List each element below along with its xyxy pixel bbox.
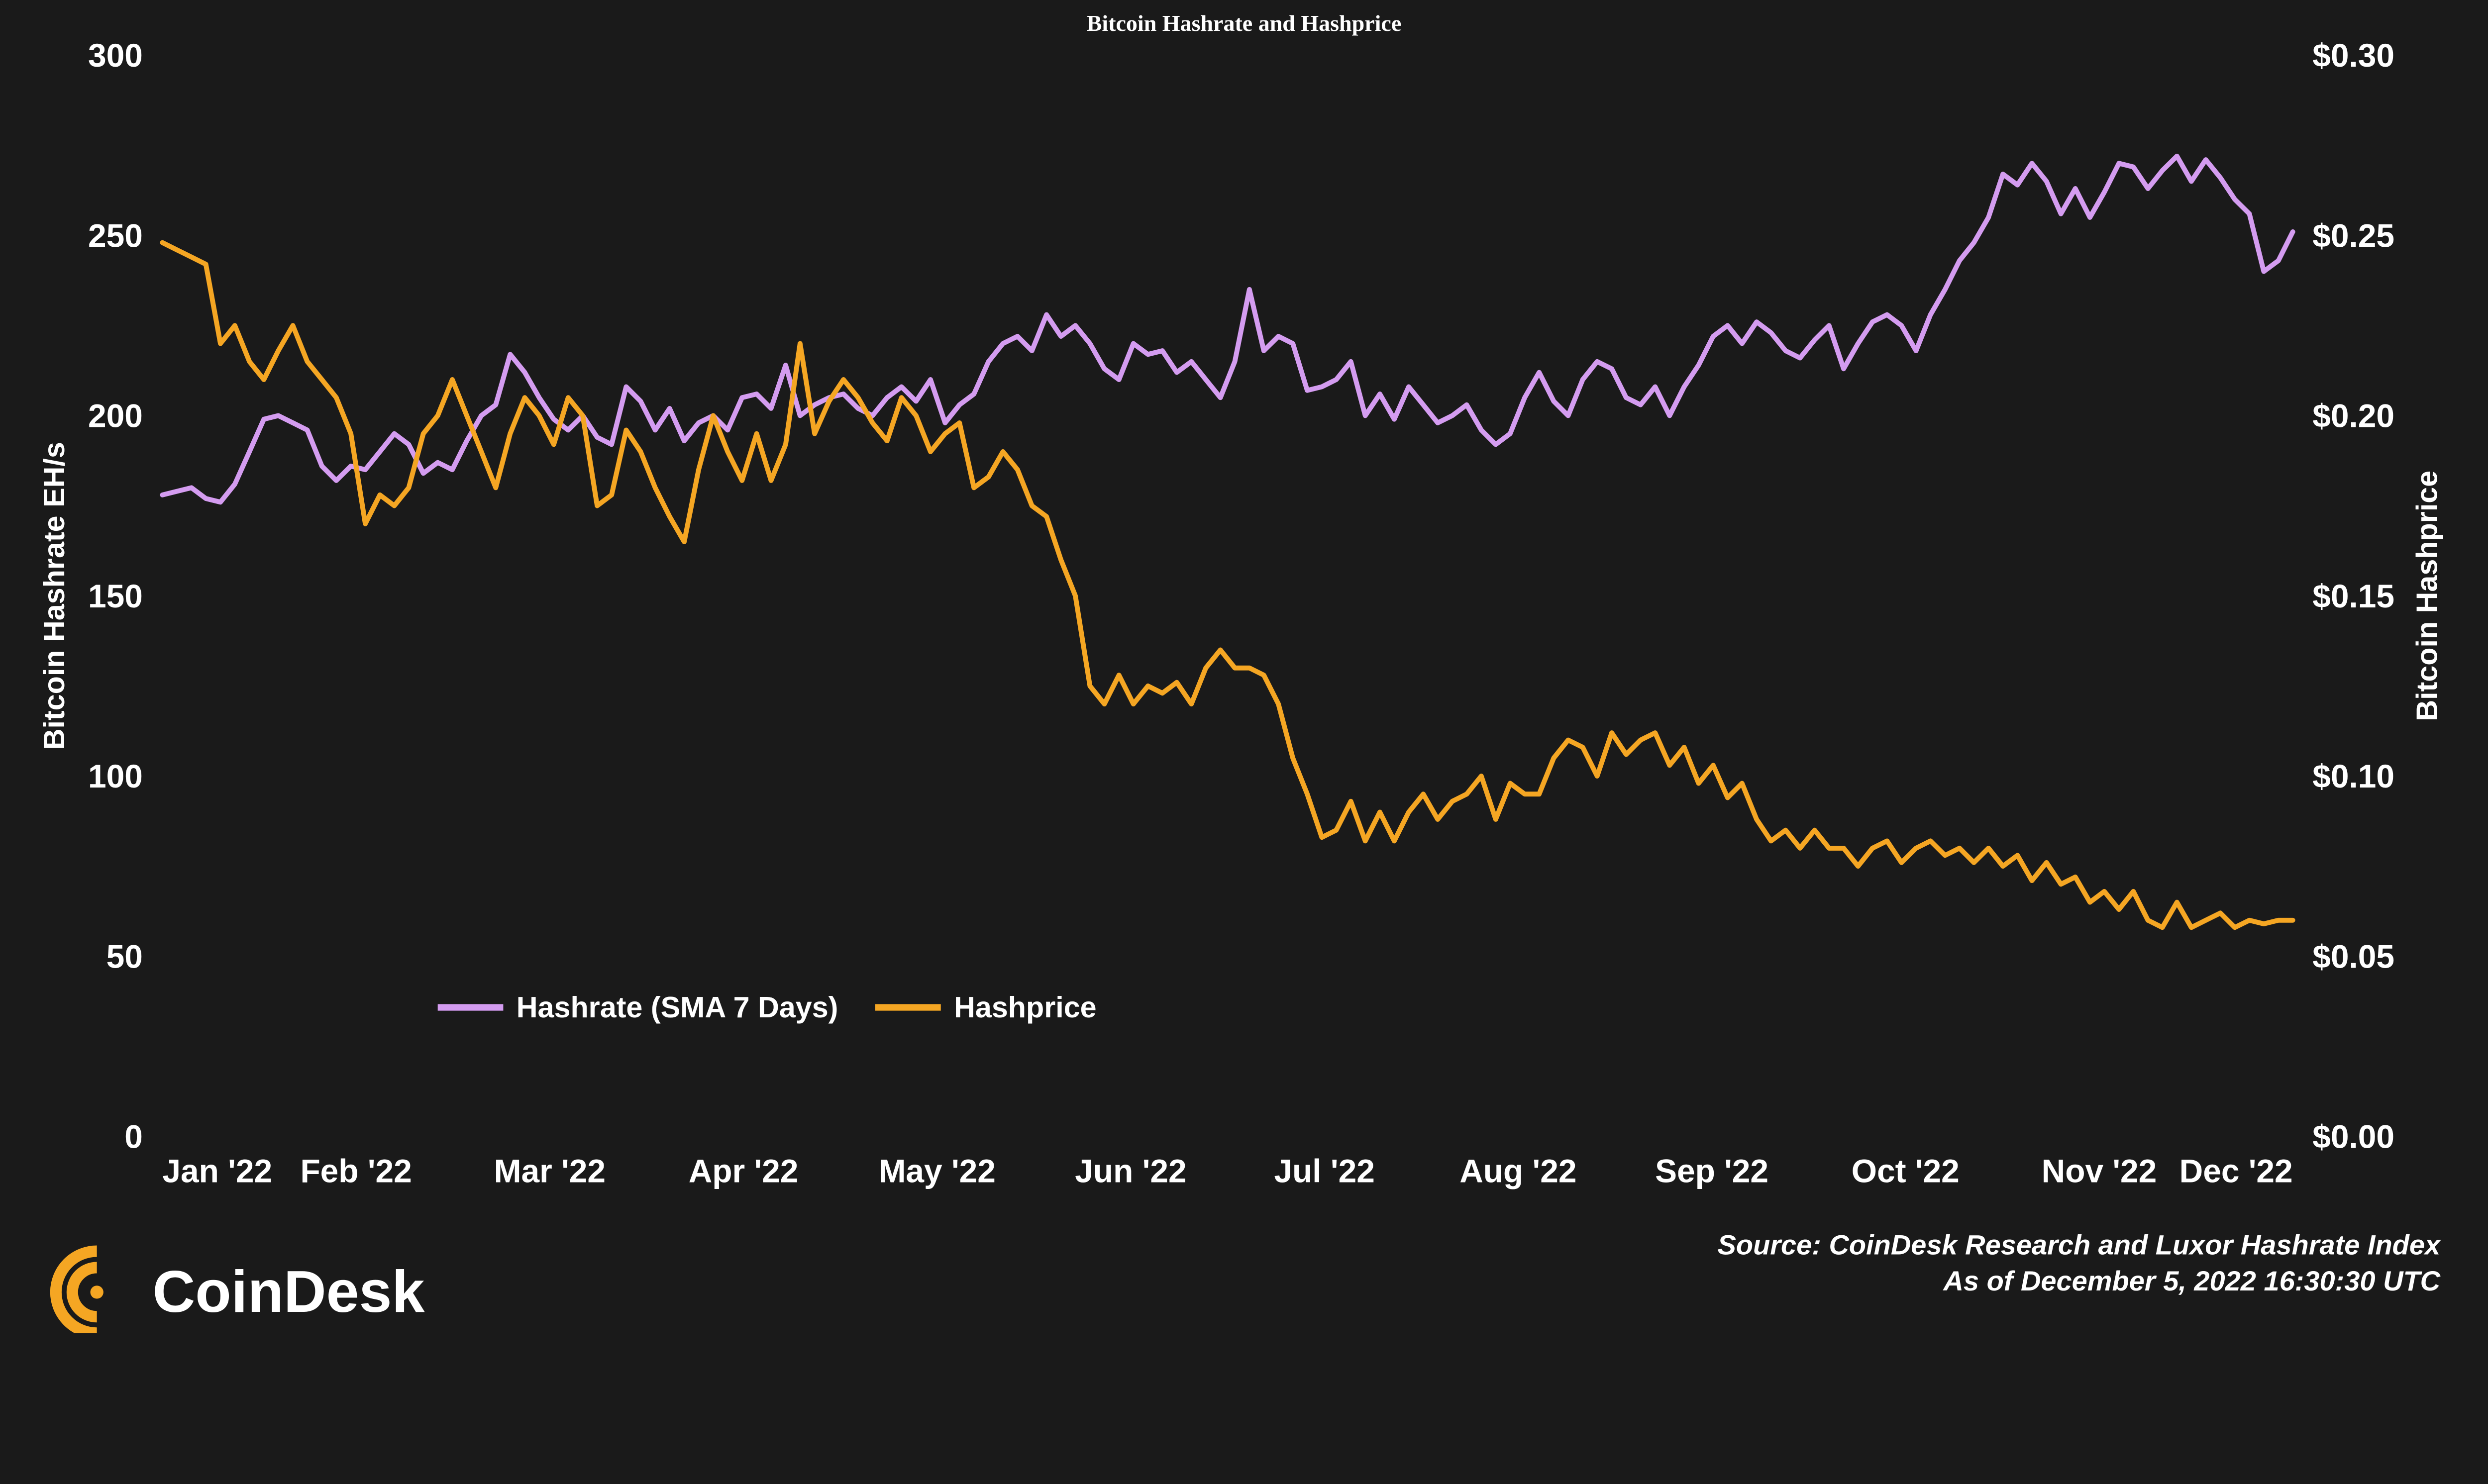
y-right-tick-6: $0.30	[2312, 39, 2394, 74]
x-tick-6: Jul '22	[1274, 1153, 1374, 1189]
chart-title: Bitcoin Hashrate and Hashprice	[15, 10, 2473, 36]
y-left-tick-300: 300	[88, 39, 143, 74]
chart-svg: 0 50 100 150 200 250 300 $0.00 $0.05 $0.10 $0.15 $0…	[15, 39, 2473, 1333]
x-tick-9: Oct '22	[1852, 1153, 1960, 1189]
brand-logo: CoinDesk	[56, 1251, 425, 1333]
y-right-tick-2: $0.10	[2312, 758, 2394, 794]
x-tick-11: Dec '22	[2179, 1153, 2293, 1189]
x-tick-2: Mar '22	[494, 1153, 606, 1189]
hashprice-line	[162, 243, 2292, 928]
y-left-tick-0: 0	[124, 1118, 143, 1155]
legend-hashrate-label: Hashrate (SMA 7 Days)	[517, 990, 838, 1024]
y-left-tick-250: 250	[88, 217, 143, 254]
legend-hashprice-label: Hashprice	[954, 990, 1097, 1024]
y-right-tick-0: $0.00	[2312, 1118, 2394, 1155]
y-right-tick-4: $0.20	[2312, 397, 2394, 434]
source-line-2: As of December 5, 2022 16:30:30 UTC	[1943, 1265, 2441, 1296]
y-right-tick-5: $0.25	[2312, 217, 2394, 254]
chart-container: Bitcoin Hashrate and Hashprice 0 50 100 150…	[0, 0, 2488, 1484]
y-right-tick-1: $0.05	[2312, 938, 2394, 975]
y-left-tick-100: 100	[88, 758, 143, 794]
legend: Hashrate (SMA 7 Days) Hashprice	[438, 990, 1097, 1024]
x-tick-1: Feb '22	[300, 1153, 412, 1189]
x-tick-3: Apr '22	[689, 1153, 799, 1189]
y-left-tick-150: 150	[88, 578, 143, 614]
y-left-axis-label: Bitcoin Hashrate EH/s	[37, 442, 71, 750]
brand-name: CoinDesk	[153, 1259, 425, 1325]
source-citation: Source: CoinDesk Research and Luxor Hash…	[1718, 1229, 2442, 1296]
y-left-tick-50: 50	[106, 938, 143, 975]
y-left-tick-200: 200	[88, 397, 143, 434]
y-right-axis-label: Bitcoin Hashprice	[2410, 471, 2444, 721]
x-tick-8: Sep '22	[1655, 1153, 1768, 1189]
source-line-1: Source: CoinDesk Research and Luxor Hash…	[1718, 1229, 2442, 1261]
y-right-tick-3: $0.15	[2312, 578, 2394, 614]
x-tick-5: Jun '22	[1075, 1153, 1186, 1189]
x-tick-0: Jan '22	[162, 1153, 272, 1189]
x-tick-10: Nov '22	[2042, 1153, 2157, 1189]
x-tick-7: Aug '22	[1459, 1153, 1576, 1189]
x-tick-4: May '22	[879, 1153, 996, 1189]
